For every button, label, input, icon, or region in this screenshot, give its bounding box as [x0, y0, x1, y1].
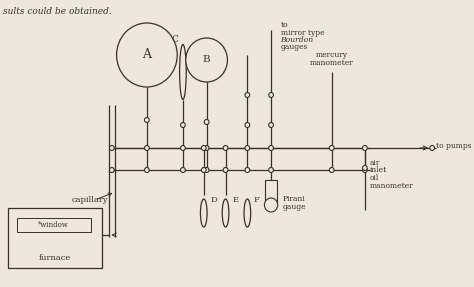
Circle shape — [245, 168, 250, 172]
Text: to: to — [281, 21, 288, 29]
Circle shape — [223, 146, 228, 150]
Text: gauge: gauge — [283, 203, 306, 211]
Text: manometer: manometer — [370, 182, 413, 190]
Text: B: B — [203, 55, 210, 65]
Circle shape — [363, 146, 367, 150]
Circle shape — [329, 146, 334, 150]
Circle shape — [145, 168, 149, 172]
Circle shape — [430, 146, 435, 150]
Circle shape — [264, 198, 278, 212]
Text: oil: oil — [370, 174, 379, 182]
Circle shape — [145, 117, 149, 123]
Circle shape — [269, 168, 273, 172]
Ellipse shape — [180, 44, 186, 100]
Circle shape — [245, 146, 250, 150]
Text: furnace: furnace — [39, 254, 71, 262]
Text: to pumps: to pumps — [436, 142, 472, 150]
Circle shape — [201, 168, 206, 172]
Circle shape — [145, 146, 149, 150]
Text: F: F — [253, 196, 259, 204]
Circle shape — [269, 123, 273, 127]
Circle shape — [186, 38, 228, 82]
Bar — [17, 218, 91, 232]
Ellipse shape — [244, 199, 251, 227]
Text: D: D — [210, 196, 217, 204]
Text: mercury: mercury — [316, 51, 348, 59]
Circle shape — [181, 146, 185, 150]
Text: capillary: capillary — [72, 196, 109, 204]
Circle shape — [109, 168, 114, 172]
Ellipse shape — [201, 199, 207, 227]
Text: manometer: manometer — [310, 59, 354, 67]
Text: Pirani: Pirani — [283, 195, 305, 203]
Text: gauges: gauges — [281, 43, 308, 51]
Circle shape — [223, 168, 228, 172]
Circle shape — [363, 166, 367, 170]
Circle shape — [363, 168, 367, 172]
Circle shape — [245, 123, 250, 127]
Text: inlet: inlet — [370, 166, 387, 174]
Text: C: C — [171, 35, 178, 44]
Text: A: A — [142, 49, 151, 61]
Ellipse shape — [222, 199, 229, 227]
Bar — [8, 208, 102, 268]
Circle shape — [181, 168, 185, 172]
Text: E: E — [232, 196, 238, 204]
Bar — [265, 180, 277, 202]
Circle shape — [109, 146, 114, 150]
Circle shape — [117, 23, 177, 87]
Circle shape — [201, 146, 206, 150]
Text: Bourdon: Bourdon — [281, 36, 314, 44]
Circle shape — [204, 146, 209, 150]
Circle shape — [204, 168, 209, 172]
Circle shape — [245, 92, 250, 98]
Text: mirror type: mirror type — [281, 29, 324, 37]
Circle shape — [181, 123, 185, 127]
Text: sults could be obtained.: sults could be obtained. — [3, 7, 111, 16]
Circle shape — [269, 92, 273, 98]
Circle shape — [204, 119, 209, 125]
Text: air: air — [370, 159, 380, 167]
Text: *window: *window — [37, 221, 69, 229]
Circle shape — [329, 168, 334, 172]
Circle shape — [269, 146, 273, 150]
